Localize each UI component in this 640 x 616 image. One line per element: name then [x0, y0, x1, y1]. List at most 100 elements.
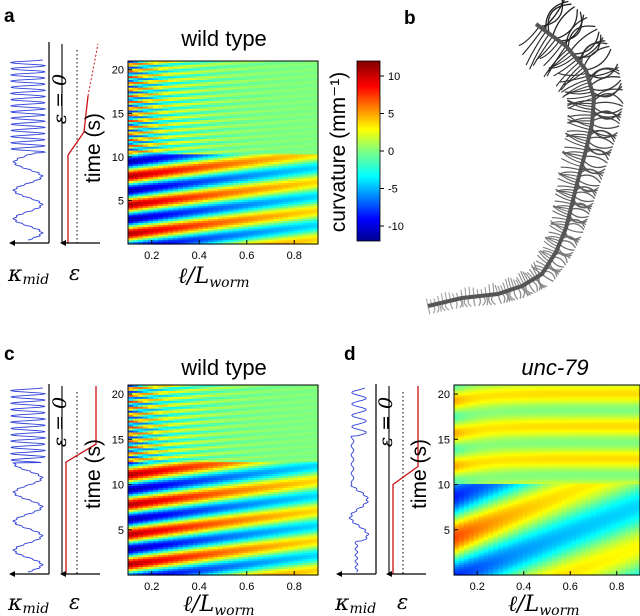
- worm-posture: [569, 28, 598, 52]
- heatmap-cell: [173, 68, 179, 72]
- heatmap-cell: [263, 238, 269, 241]
- heatmap-cell: [288, 221, 294, 224]
- heatmap-cell: [178, 226, 184, 230]
- heatmap-cell: [253, 131, 259, 135]
- heatmap-cell: [163, 184, 169, 188]
- heatmap-cell: [133, 89, 139, 93]
- heatmap-cell: [243, 188, 249, 192]
- heatmap-cell: [273, 165, 279, 169]
- heatmap-cell: [143, 183, 149, 186]
- heatmap-cell: [133, 101, 139, 104]
- heatmap-cell: [193, 68, 199, 72]
- heatmap-cell: [188, 224, 194, 228]
- heatmap-cell: [238, 139, 244, 142]
- kappa-trace-a: [9, 59, 47, 241]
- heatmap-cell: [273, 72, 279, 75]
- heatmap-cell: [163, 146, 169, 150]
- heatmap-cell: [173, 142, 179, 146]
- heatmap-cell: [253, 127, 259, 131]
- heatmap-cell: [143, 221, 149, 224]
- heatmap-cell: [183, 177, 189, 180]
- heatmap-cell: [153, 219, 159, 222]
- heatmap-cell: [233, 230, 239, 234]
- heatmap-cell: [138, 215, 144, 218]
- heatmap-cell: [308, 232, 314, 236]
- heatmap-cell: [213, 183, 219, 186]
- heatmap-cell: [238, 122, 244, 125]
- worm-posture: [591, 117, 620, 124]
- heatmap-cell: [218, 169, 224, 173]
- heatmap-cell: [158, 123, 164, 127]
- heatmap-cell: [298, 194, 304, 197]
- heatmap-cell: [213, 148, 219, 152]
- heatmap-cell: [238, 144, 244, 148]
- heatmap-cell: [268, 108, 274, 112]
- heatmap-cell: [228, 101, 234, 104]
- heatmap-cell: [248, 64, 254, 68]
- heatmap-cell: [218, 190, 224, 194]
- heatmap-cell: [238, 93, 244, 96]
- heatmap-cell: [178, 87, 184, 91]
- heatmap-cell: [278, 106, 284, 110]
- heatmap-cell: [223, 102, 229, 106]
- heatmap-cell: [128, 95, 134, 98]
- heatmap-cell: [203, 97, 209, 100]
- heatmap-cell: [188, 177, 194, 180]
- heatmap-cell: [298, 122, 304, 125]
- heatmap-cell: [133, 196, 139, 199]
- heatmap-cell: [313, 213, 319, 217]
- heatmap-cell: [198, 101, 204, 104]
- heatmap-cell: [263, 123, 269, 127]
- heatmap-cell: [163, 118, 169, 121]
- heatmap-cell: [303, 224, 309, 228]
- heatmap-cell: [228, 93, 234, 96]
- worm-posture: [558, 243, 575, 251]
- heatmap-cell: [263, 131, 269, 135]
- heatmap-cell: [253, 64, 259, 68]
- heatmap-cell: [273, 171, 279, 175]
- heatmap-cell: [178, 106, 184, 110]
- heatmap-cell: [238, 181, 244, 184]
- heatmap-cell: [173, 211, 179, 215]
- heatmap-cell: [308, 131, 314, 135]
- heatmap-cell: [293, 125, 299, 129]
- heatmap-cell: [143, 202, 149, 205]
- heatmap-cell: [263, 215, 269, 218]
- heatmap-cell: [138, 213, 144, 217]
- heatmap-cell: [173, 228, 179, 232]
- heatmap-cell: [133, 224, 139, 228]
- heatmap-cell: [268, 142, 274, 146]
- heatmap-cell: [153, 213, 159, 217]
- heatmap-cell: [143, 219, 149, 222]
- heatmap-cell: [188, 236, 194, 239]
- x-tick-label: 0.8: [287, 250, 302, 262]
- heatmap-cell: [263, 221, 269, 224]
- heatmap-cell: [238, 211, 244, 215]
- heatmap-cell: [238, 209, 244, 213]
- heatmap-cell: [253, 89, 259, 93]
- heatmap-cell: [163, 97, 169, 100]
- heatmap-cell: [143, 238, 149, 241]
- heatmap-cell: [218, 223, 224, 226]
- heatmap-cell: [203, 183, 209, 186]
- heatmap-cell: [148, 181, 154, 184]
- heatmap-cell: [288, 152, 294, 156]
- heatmap-cell: [258, 127, 264, 131]
- heatmap-cell: [288, 165, 294, 169]
- heatmap-cell: [193, 209, 199, 213]
- heatmap-cell: [198, 87, 204, 91]
- heatmap-cell: [278, 93, 284, 96]
- heatmap-cell: [258, 240, 264, 243]
- heatmap-cell: [243, 116, 249, 119]
- heatmap-cell: [183, 131, 189, 135]
- heatmap-cell: [168, 122, 174, 125]
- heatmap-cell: [253, 154, 259, 157]
- heatmap-cell: [273, 61, 279, 64]
- heatmap-cell: [313, 209, 319, 213]
- heatmap-cell: [213, 141, 219, 144]
- heatmap-cell: [268, 62, 274, 66]
- heatmap-cell: [298, 118, 304, 121]
- heatmap-cell: [283, 165, 289, 169]
- heatmap-cell: [163, 62, 169, 66]
- heatmap-cell: [193, 137, 199, 140]
